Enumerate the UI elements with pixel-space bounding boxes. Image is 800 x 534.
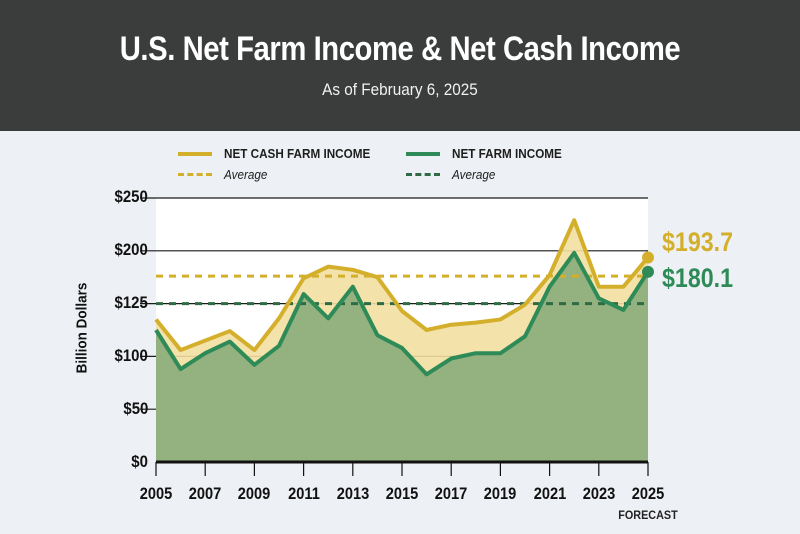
cash-end-label: $193.7 — [662, 227, 734, 257]
chart-header: U.S. Net Farm Income & Net Cash Income A… — [0, 0, 800, 131]
legend-cash-label: NET CASH FARM INCOME — [224, 146, 371, 161]
x-tick: 2009 — [237, 484, 271, 503]
y-axis-label: Billion Dollars — [73, 282, 91, 374]
legend-farm-avg-label: Average — [452, 167, 496, 182]
legend-cash-avg: Average — [178, 167, 272, 182]
farm-end-label: $180.1 — [662, 263, 734, 293]
legend-cash-avg-label: Average — [224, 167, 268, 182]
chart-subtitle: As of February 6, 2025 — [322, 80, 478, 99]
y-tick: $0 — [131, 452, 148, 471]
x-tick: 2017 — [434, 484, 468, 503]
y-tick: $250 — [114, 187, 148, 206]
legend-farm-avg: Average — [406, 167, 500, 182]
x-tick: 2015 — [385, 484, 419, 503]
x-tick: 2023 — [582, 484, 616, 503]
x-tick: 2013 — [336, 484, 370, 503]
x-tick: 2007 — [188, 484, 222, 503]
legend-farm-label: NET FARM INCOME — [452, 146, 562, 161]
legend-cash-dash-icon — [178, 173, 212, 176]
forecast-label: FORECAST — [618, 508, 678, 522]
x-tick: 2025 — [631, 484, 665, 503]
x-tick: 2019 — [483, 484, 517, 503]
legend-cash-line-icon — [178, 151, 212, 156]
legend-farm-line-icon — [406, 151, 440, 156]
x-tick: 2021 — [533, 484, 567, 503]
x-tick: 2011 — [288, 484, 320, 503]
chart-title: U.S. Net Farm Income & Net Cash Income — [119, 30, 681, 68]
legend-farm-dash-icon — [406, 173, 440, 176]
y-tick: $100 — [114, 346, 148, 365]
y-tick: $200 — [114, 240, 148, 259]
legend-cash: NET CASH FARM INCOME — [178, 146, 387, 161]
legend-farm: NET FARM INCOME — [406, 146, 574, 161]
x-tick: 2005 — [139, 484, 173, 503]
y-tick: $50 — [123, 399, 148, 418]
y-tick: $125 — [114, 293, 148, 312]
